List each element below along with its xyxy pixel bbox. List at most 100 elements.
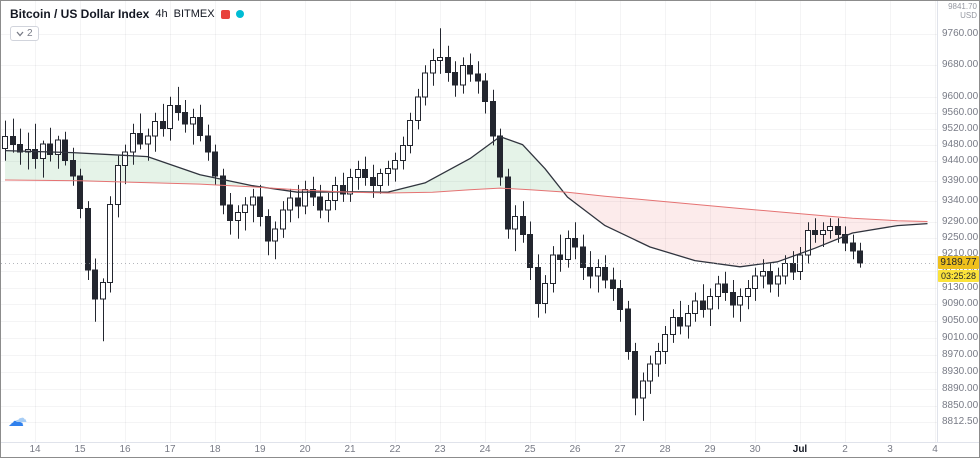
candle-up: [55, 139, 61, 156]
candle-down: [62, 139, 68, 162]
chart-legend: Bitcoin / US Dollar Index 4h BITMEX: [10, 7, 244, 21]
candle-up: [752, 275, 758, 289]
candle-down: [212, 151, 218, 177]
price-axis-label: 8850.00: [942, 399, 979, 411]
price-axis-label: 9250.00: [942, 231, 979, 243]
candle-up: [430, 60, 436, 74]
candle-down: [677, 317, 683, 327]
candle-up: [272, 228, 278, 242]
cloud-back-icon: ☁: [15, 411, 27, 425]
time-axis-label: 20: [299, 444, 311, 455]
cloud-icon[interactable]: ☁ ☁: [8, 411, 27, 430]
time-axis[interactable]: 14 15 16 17 18 19 20 21 22 23 24 25 26 27 28 29 30 Jul 2 3 4: [1, 442, 979, 457]
candle-down: [175, 105, 181, 114]
price-axis-label: 9760.00: [942, 28, 979, 39]
candle-up: [437, 56, 443, 62]
candle-up: [565, 238, 571, 260]
price-axis-label: 8970.00: [942, 348, 979, 360]
candle-down: [482, 80, 488, 103]
bitmex-logo-icon: [220, 9, 230, 19]
candle-down: [317, 196, 323, 211]
time-axis-label: 24: [479, 444, 491, 455]
candle-down: [625, 308, 631, 352]
candle-down: [370, 177, 376, 187]
price-axis-label: 8890.00: [942, 382, 979, 394]
candle-down: [137, 132, 143, 145]
candle-up: [190, 116, 196, 125]
price-axis-label: 9090.00: [942, 298, 979, 310]
chart-canvas[interactable]: [1, 1, 937, 442]
price-axis-label: 9520.00: [942, 122, 979, 134]
candle-up: [647, 363, 653, 382]
candle-down: [572, 238, 578, 248]
candle-down: [767, 271, 773, 285]
candle-up: [280, 209, 286, 230]
candle-down: [730, 292, 736, 306]
axis-top-value: 9841.70: [948, 2, 977, 11]
candle-up: [820, 230, 826, 236]
candle-down: [295, 197, 301, 207]
candle-down: [475, 73, 481, 82]
candle-down: [790, 263, 796, 273]
candle-up: [325, 199, 331, 211]
candle-up: [100, 282, 106, 300]
candle-up: [167, 105, 173, 130]
candle-down: [265, 216, 271, 242]
candle-down: [722, 283, 728, 294]
candle-up: [287, 197, 293, 211]
candle-down: [557, 254, 563, 260]
candle-down: [445, 56, 451, 73]
price-axis-label: 9480.00: [942, 138, 979, 150]
candle-down: [527, 234, 533, 269]
time-axis-label: 14: [29, 444, 41, 455]
candle-up: [377, 173, 383, 187]
symbol-title[interactable]: Bitcoin / US Dollar Index: [10, 7, 150, 21]
candle-down: [520, 216, 526, 236]
time-axis-label: 25: [524, 444, 536, 455]
indicator-count-chip[interactable]: 2: [10, 26, 39, 41]
candle-up: [707, 296, 713, 310]
price-axis-label: 9130.00: [942, 281, 979, 293]
candle-up: [415, 96, 421, 122]
candle-up: [355, 169, 361, 179]
price-axis-label: 9560.00: [942, 106, 979, 118]
candle-down: [535, 267, 541, 304]
candle-down: [602, 267, 608, 281]
candle-up: [130, 132, 136, 153]
chart-svg: [1, 1, 937, 442]
price-axis-label: 9340.00: [942, 195, 979, 207]
candle-down: [220, 175, 226, 206]
exchange-label[interactable]: BITMEX: [173, 8, 215, 20]
candle-down: [857, 250, 863, 264]
price-axis[interactable]: 9841.70 USD 9189.77 03:25:28 9760.00 9680…: [937, 1, 979, 442]
candle-up: [242, 204, 248, 213]
last-price-badge: 9189.77: [938, 255, 979, 269]
price-axis-label: 9680.00: [942, 59, 979, 71]
time-axis-label: 19: [254, 444, 266, 455]
ma-fast-line: [4, 135, 928, 268]
chevron-down-icon: [16, 31, 24, 36]
candle-down: [340, 185, 346, 195]
candle-up: [400, 144, 406, 162]
time-axis-label: 29: [704, 444, 716, 455]
interval-label[interactable]: 4h: [155, 8, 168, 20]
candle-down: [632, 350, 638, 399]
time-axis-label: Jul: [792, 444, 808, 455]
market-status-dot-icon: [235, 10, 244, 18]
candle-down: [835, 225, 841, 236]
candle-down: [85, 208, 91, 271]
candle-down: [257, 196, 263, 218]
candle-up: [670, 317, 676, 335]
candle-up: [595, 267, 601, 277]
candle-down: [32, 148, 38, 160]
candle-down: [850, 242, 856, 252]
candle-up: [332, 185, 338, 201]
candle-up: [512, 216, 518, 230]
time-axis-label: 26: [569, 444, 581, 455]
time-axis-label: 30: [749, 444, 761, 455]
time-axis-label: 23: [434, 444, 446, 455]
candle-down: [10, 136, 16, 146]
time-axis-label: 4: [932, 444, 938, 455]
time-axis-label: 21: [344, 444, 356, 455]
